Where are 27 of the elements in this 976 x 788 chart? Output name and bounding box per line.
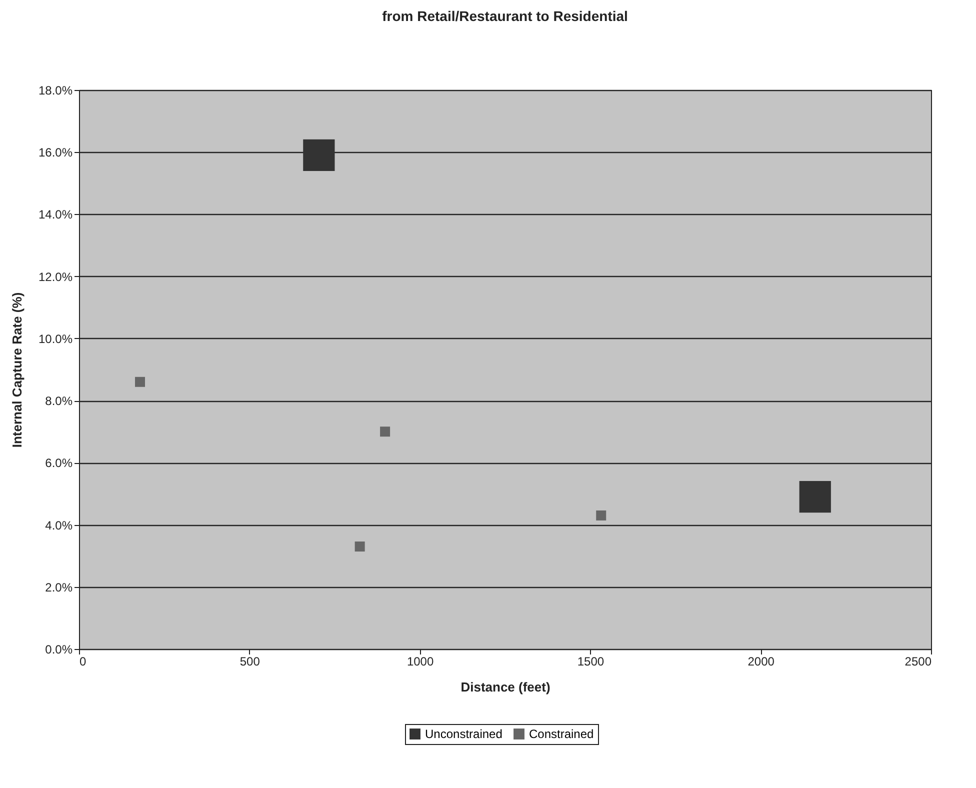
y-tick-label: 18.0% [38, 84, 73, 98]
point [354, 542, 365, 552]
legend-label: Unconstrained [425, 727, 502, 741]
y-axis-title: Internal Capture Rate (%) [9, 292, 24, 448]
x-tick-label: 1000 [406, 654, 434, 668]
point [596, 510, 606, 520]
y-tick-label: 12.0% [38, 270, 73, 284]
x-tick-label: 2000 [748, 654, 775, 668]
y-tick-label: 14.0% [38, 208, 73, 222]
x-tick-label: 500 [240, 654, 260, 668]
point [303, 139, 335, 172]
point [799, 481, 831, 513]
x-tick-label: 0 [80, 654, 86, 668]
y-tick-label: 2.0% [45, 580, 73, 594]
y-tick-label: 0.0% [45, 642, 73, 656]
y-tick-label: 10.0% [38, 332, 73, 346]
chart-title: from Retail/Restaurant to Residential [382, 8, 628, 24]
y-tick-label: 8.0% [45, 394, 73, 408]
legend-label: Constrained [529, 727, 594, 741]
x-tick-label: 2500 [904, 654, 932, 668]
y-tick-label: 6.0% [45, 456, 73, 470]
point [380, 426, 390, 437]
y-tick-label: 4.0% [45, 518, 73, 532]
x-tick-label: 1500 [577, 654, 604, 668]
point [135, 376, 146, 387]
x-axis-title: Distance (feet) [460, 680, 550, 694]
y-tick-label: 16.0% [38, 146, 73, 160]
